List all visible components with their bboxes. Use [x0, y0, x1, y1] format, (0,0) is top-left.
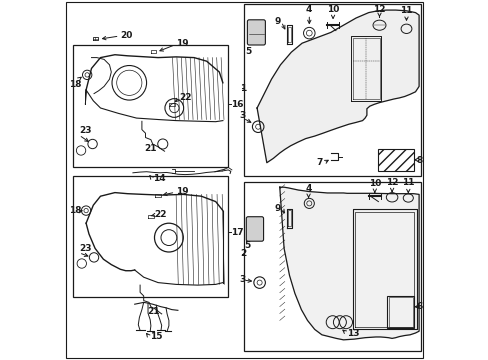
Text: 21: 21 — [147, 307, 160, 316]
Text: 21: 21 — [143, 144, 156, 153]
Text: 11: 11 — [401, 178, 414, 187]
FancyBboxPatch shape — [246, 217, 263, 241]
Text: 14: 14 — [152, 174, 165, 183]
Text: 9: 9 — [274, 204, 280, 212]
Text: 20: 20 — [120, 31, 132, 40]
Text: 8: 8 — [416, 156, 422, 165]
Text: 18: 18 — [69, 80, 81, 89]
Text: 13: 13 — [346, 328, 359, 338]
Text: 6: 6 — [416, 302, 422, 311]
Text: 23: 23 — [79, 244, 91, 253]
Bar — [73, 176, 228, 297]
Text: 12: 12 — [385, 178, 398, 187]
Text: 19: 19 — [176, 187, 188, 196]
Text: 19: 19 — [176, 39, 188, 48]
Text: 10: 10 — [368, 179, 380, 188]
Text: 22: 22 — [154, 210, 167, 219]
Bar — [244, 4, 420, 176]
Text: 1: 1 — [239, 84, 245, 93]
Bar — [377, 149, 413, 171]
Bar — [73, 45, 228, 167]
Text: 17: 17 — [230, 228, 243, 237]
Bar — [386, 296, 413, 328]
Text: 15: 15 — [150, 332, 163, 341]
Polygon shape — [257, 10, 418, 163]
Text: 16: 16 — [230, 100, 243, 109]
Text: 23: 23 — [79, 126, 91, 135]
Text: 11: 11 — [400, 6, 412, 15]
Text: 12: 12 — [372, 5, 385, 14]
Text: 3: 3 — [239, 111, 245, 120]
Text: 4: 4 — [305, 5, 311, 14]
Text: 4: 4 — [305, 184, 311, 193]
Text: 2: 2 — [239, 249, 245, 258]
Bar — [244, 182, 420, 351]
Polygon shape — [279, 187, 418, 340]
Text: 5: 5 — [244, 47, 251, 56]
Text: 7: 7 — [316, 158, 322, 167]
Text: 18: 18 — [69, 206, 81, 215]
FancyBboxPatch shape — [247, 20, 265, 45]
Text: 3: 3 — [239, 274, 245, 284]
Text: 9: 9 — [274, 17, 280, 26]
Text: 10: 10 — [326, 5, 339, 14]
Bar — [387, 297, 412, 327]
Text: 22: 22 — [179, 93, 192, 102]
Text: 5: 5 — [244, 241, 250, 250]
